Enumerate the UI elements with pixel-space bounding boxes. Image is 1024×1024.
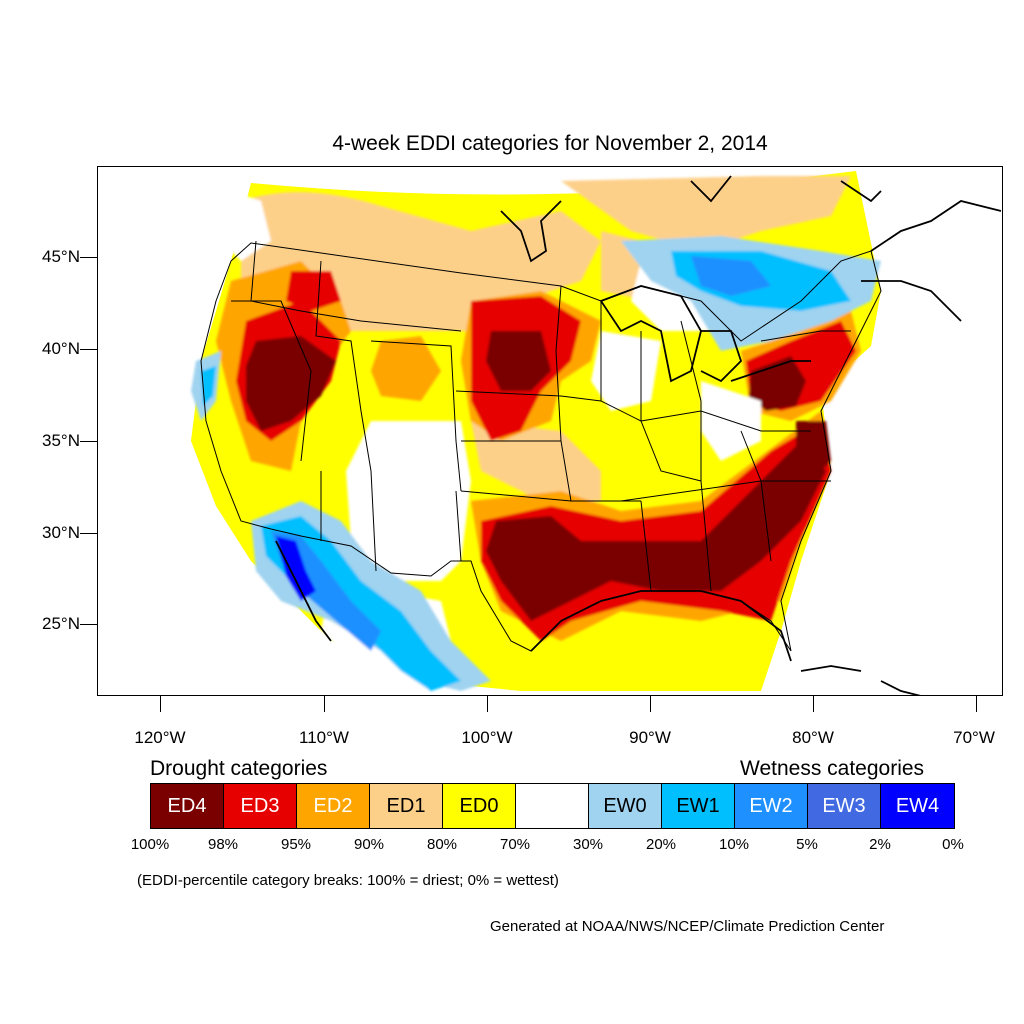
credit-text: Generated at NOAA/NWS/NCEP/Climate Predi… [490, 918, 885, 935]
legend-swatch-ew3: EW3 [808, 784, 881, 828]
lon-label-80: 80°W [792, 728, 834, 747]
great-lakes [730, 360, 811, 382]
percentile-label: 5% [796, 836, 818, 853]
legend-swatch-ed0: ED0 [443, 784, 516, 828]
lon-label-70: 70°W [953, 728, 995, 747]
east-coast [861, 280, 962, 322]
gulf-coast [530, 590, 792, 662]
legend-swatch-ew4: EW4 [881, 784, 954, 828]
state-border [555, 285, 562, 442]
eddi-map [97, 166, 1003, 696]
normal-region [346, 421, 471, 581]
legend-swatch-ew1: EW1 [662, 784, 735, 828]
state-border [455, 490, 462, 562]
state-border [455, 390, 602, 402]
lon-label-110: 110°W [299, 728, 349, 747]
wetness-categories-title: Wetness categories [740, 757, 925, 780]
lon-tick [976, 696, 977, 712]
lat-label-35: 35°N [42, 431, 80, 450]
lon-tick [813, 696, 814, 712]
percentile-label: 0% [942, 836, 964, 853]
state-border [315, 260, 372, 472]
state-border [370, 470, 377, 572]
state-border [250, 240, 462, 332]
percentile-label: 95% [280, 836, 312, 853]
hudson-coast [500, 200, 562, 263]
lon-tick [650, 696, 651, 712]
state-border [231, 300, 312, 462]
percentile-label: 20% [645, 836, 677, 853]
east-coast [870, 200, 1002, 252]
lat-tick [80, 441, 97, 442]
state-border [680, 320, 702, 402]
caribbean [880, 680, 921, 695]
north-coast [840, 180, 882, 203]
percentile-label: 98% [207, 836, 239, 853]
percentile-label: 10% [718, 836, 750, 853]
ed4-region [246, 336, 336, 431]
lon-label-100: 100°W [461, 728, 513, 747]
lat-label-40: 40°N [42, 339, 80, 358]
normal-region [591, 331, 661, 411]
percentile-label: 70% [499, 836, 531, 853]
north-coast [690, 175, 732, 203]
percentile-label: 80% [426, 836, 458, 853]
state-border [740, 430, 772, 562]
legend-swatch-ew0: EW0 [589, 784, 662, 828]
lat-label-30: 30°N [42, 523, 80, 542]
normal-region [221, 191, 271, 261]
ed1-region [561, 176, 851, 251]
legend-swatch-ed2: ED2 [297, 784, 370, 828]
ew1-region [201, 366, 216, 406]
ed4-region [486, 331, 551, 391]
lon-tick [324, 696, 325, 712]
lon-label-120: 120°W [134, 728, 186, 747]
percentile-label: 2% [869, 836, 891, 853]
legend-swatch-normal [516, 784, 589, 828]
ed3-region [286, 271, 341, 311]
state-border [640, 410, 811, 432]
great-lakes [599, 285, 702, 383]
lon-tick [487, 696, 488, 712]
legend-swatch-ew2: EW2 [735, 784, 808, 828]
lat-tick [80, 349, 97, 350]
state-border [460, 480, 831, 502]
lat-label-25: 25°N [42, 614, 80, 633]
lat-tick [80, 257, 97, 258]
state-border [700, 401, 712, 592]
lat-tick [80, 624, 97, 625]
state-border [760, 330, 851, 342]
lon-tick [160, 696, 161, 712]
percentile-label: 30% [572, 836, 604, 853]
drought-categories-title: Drought categories [150, 757, 328, 780]
legend-swatch-ed1: ED1 [370, 784, 443, 828]
state-border [640, 500, 652, 592]
ed4-region [486, 441, 826, 621]
lat-tick [80, 533, 97, 534]
baja [275, 540, 332, 642]
ew2-region [691, 256, 771, 296]
category-legend: ED4 ED3 ED2 ED1 ED0 EW0 EW1 EW2 EW3 EW4 [150, 783, 955, 829]
state-border [370, 340, 462, 492]
lon-label-90: 90°W [629, 728, 671, 747]
ew4-region [276, 536, 316, 601]
lat-label-45: 45°N [42, 247, 80, 266]
legend-swatch-ed4: ED4 [151, 784, 224, 828]
legend-swatch-ed3: ED3 [224, 784, 297, 828]
category-breaks-note: (EDDI-percentile category breaks: 100% =… [137, 872, 559, 889]
great-lakes [700, 330, 743, 383]
map-title: 4-week EDDI categories for November 2, 2… [332, 132, 768, 155]
caribbean [800, 665, 862, 672]
percentile-label: 90% [353, 836, 385, 853]
ed2-region [371, 336, 441, 401]
ed4-region [796, 421, 831, 481]
percentile-label: 100% [130, 836, 170, 853]
